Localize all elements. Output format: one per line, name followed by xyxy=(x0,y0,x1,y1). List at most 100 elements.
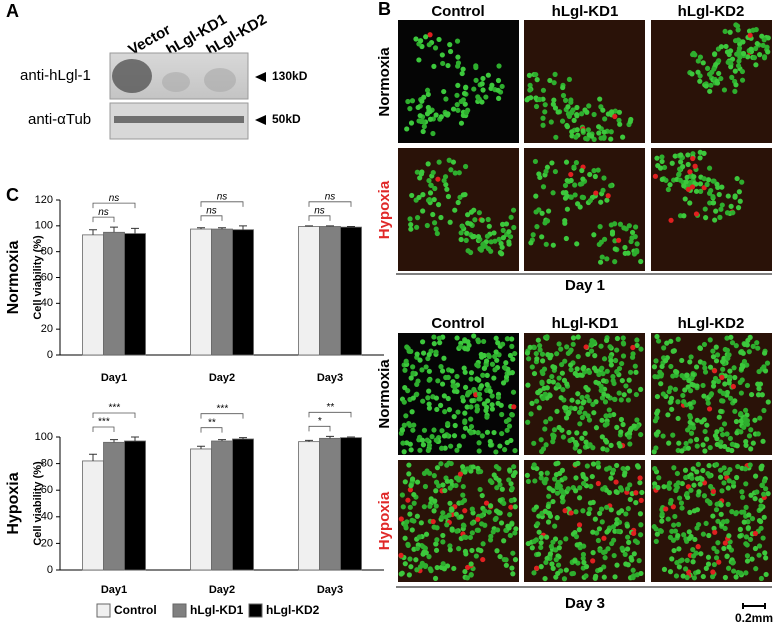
cell xyxy=(470,464,476,470)
cell xyxy=(499,221,506,227)
cell xyxy=(409,192,415,199)
cell xyxy=(684,372,690,378)
cell xyxy=(738,509,745,515)
cell xyxy=(444,478,450,484)
cell xyxy=(406,421,412,427)
cell xyxy=(574,241,580,247)
cell xyxy=(574,442,580,448)
cell xyxy=(625,250,631,256)
cell xyxy=(564,344,570,350)
cell xyxy=(686,535,693,542)
cell xyxy=(667,569,674,575)
cell xyxy=(559,361,565,368)
cell xyxy=(445,395,451,402)
cell xyxy=(425,91,431,98)
cell xyxy=(697,481,703,487)
cell xyxy=(716,191,722,198)
cell xyxy=(542,109,548,115)
cell xyxy=(414,169,420,175)
cell xyxy=(567,349,573,355)
cell xyxy=(705,177,712,183)
cell xyxy=(705,400,711,406)
cell xyxy=(693,364,700,370)
cell xyxy=(732,193,738,199)
cell xyxy=(656,475,662,481)
cell xyxy=(536,207,542,213)
cell xyxy=(596,130,602,136)
cell xyxy=(711,368,718,374)
cell xyxy=(701,150,707,156)
cell xyxy=(501,500,507,506)
cell xyxy=(588,483,594,489)
cell xyxy=(453,475,460,481)
cell xyxy=(608,475,614,481)
panel-label: B xyxy=(378,0,391,19)
cell xyxy=(454,335,460,341)
cell xyxy=(627,119,633,125)
cell xyxy=(752,545,759,552)
cell xyxy=(633,391,639,398)
error-bar xyxy=(89,229,97,235)
cell xyxy=(631,530,637,536)
cell xyxy=(621,225,627,231)
cell xyxy=(614,562,620,568)
condition-label: Hypoxia xyxy=(376,491,393,550)
cell xyxy=(675,415,681,422)
cell xyxy=(440,532,446,539)
cell xyxy=(655,484,661,491)
cell xyxy=(419,437,426,443)
cell xyxy=(536,529,542,535)
cell xyxy=(433,503,439,509)
cell xyxy=(700,467,706,474)
cell xyxy=(620,421,626,428)
cell xyxy=(733,22,739,28)
cell xyxy=(610,378,616,384)
cell xyxy=(428,568,434,574)
cell xyxy=(669,556,675,562)
cell xyxy=(402,479,408,485)
cell xyxy=(581,559,587,566)
significance-label: *** xyxy=(98,417,111,428)
cell xyxy=(561,576,568,582)
cell xyxy=(739,377,745,383)
cell xyxy=(593,368,599,374)
cell xyxy=(455,107,461,113)
cell xyxy=(713,62,719,68)
cell xyxy=(706,532,712,539)
cell xyxy=(744,553,751,559)
cell xyxy=(617,121,623,127)
cell xyxy=(602,399,609,405)
bar xyxy=(82,460,104,571)
cell xyxy=(695,461,701,467)
cell xyxy=(538,470,544,477)
cell xyxy=(711,66,717,72)
cell xyxy=(655,338,662,344)
cell xyxy=(509,521,515,527)
cell xyxy=(430,211,436,218)
cell xyxy=(486,509,492,515)
cell xyxy=(484,414,490,420)
cell xyxy=(419,98,425,104)
cell xyxy=(763,486,769,492)
cell xyxy=(512,447,518,454)
legend-label: hLgl-KD1 xyxy=(190,603,244,617)
cell xyxy=(560,387,566,393)
cell xyxy=(479,492,485,499)
cell xyxy=(731,568,737,574)
cell xyxy=(617,485,624,491)
cell xyxy=(722,28,728,35)
cell xyxy=(624,546,631,552)
cell xyxy=(421,504,427,510)
significance-bracket xyxy=(308,425,331,432)
cell xyxy=(572,370,578,377)
cell xyxy=(552,105,559,111)
cell xyxy=(504,427,510,433)
cell xyxy=(661,566,668,572)
cell xyxy=(421,94,427,100)
cell xyxy=(679,505,685,511)
cell xyxy=(689,475,695,481)
cell xyxy=(579,394,585,401)
cell xyxy=(496,466,502,472)
cell xyxy=(440,482,446,488)
cell xyxy=(707,483,714,490)
